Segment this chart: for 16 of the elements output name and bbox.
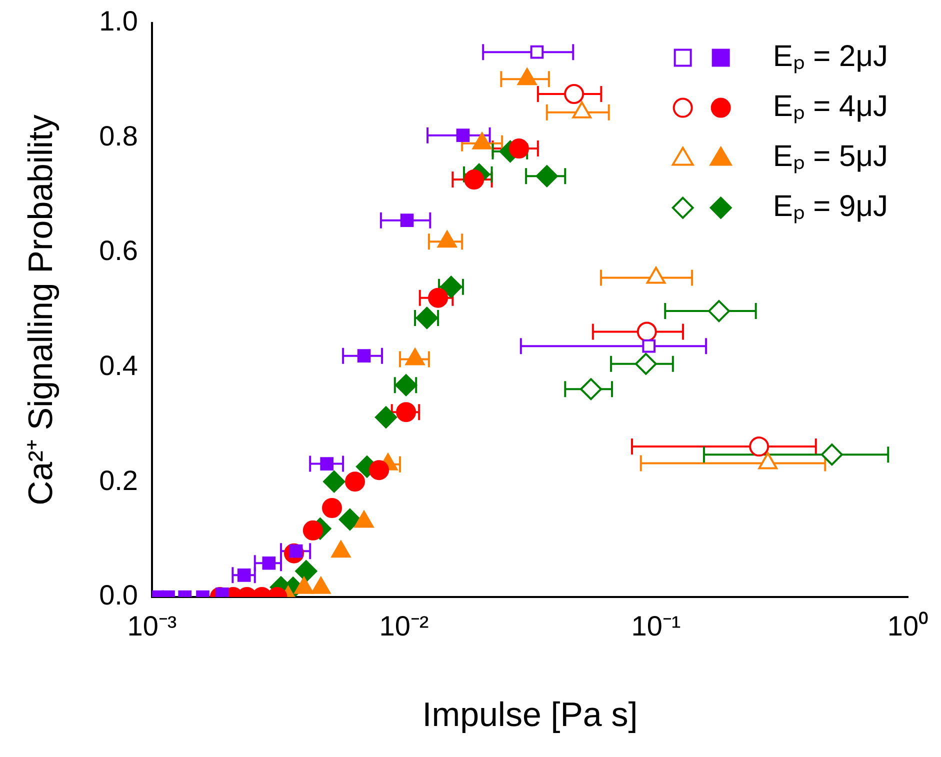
x-tick-label: 10⁻³ — [127, 610, 177, 642]
x-axis-title: Impulse [Pa s] — [422, 696, 638, 734]
y-tick-label: 0.8 — [99, 120, 138, 152]
x-tick-label: 10⁻² — [379, 610, 429, 642]
y-tick-label: 0.4 — [99, 350, 138, 382]
x-tick-label: 10⁻¹ — [631, 610, 681, 642]
y-axis-title: Ca²⁺ Signalling Probability — [22, 114, 60, 506]
legend-label: Eₚ = 9μJ — [772, 190, 888, 224]
y-tick-label: 0.0 — [99, 580, 138, 611]
x-tick-label: 10⁰ — [887, 610, 929, 642]
legend-label: Eₚ = 5μJ — [772, 140, 888, 174]
y-tick-label: 0.2 — [99, 464, 138, 496]
y-tick-label: 0.6 — [99, 235, 138, 266]
legend-label: Eₚ = 2μJ — [772, 40, 888, 74]
y-tick-label: 1.0 — [99, 6, 138, 37]
legend-label: Eₚ = 4μJ — [772, 90, 888, 124]
